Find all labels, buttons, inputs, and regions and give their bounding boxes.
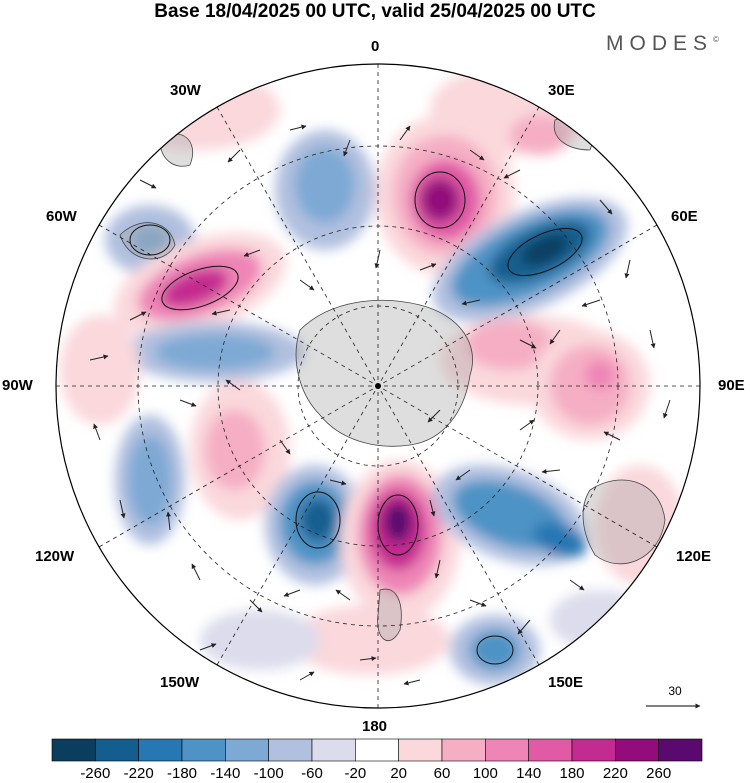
lon-label-150e: 150E bbox=[548, 674, 584, 691]
colorbar-tick-label: -100 bbox=[253, 765, 284, 782]
colorbar-swatch bbox=[311, 738, 356, 762]
lon-label-150w: 150W bbox=[160, 674, 200, 691]
colorbar bbox=[51, 738, 703, 762]
wind-vectors bbox=[89, 124, 671, 701]
lon-label-30e: 30E bbox=[548, 82, 575, 99]
colorbar-swatch bbox=[571, 738, 616, 762]
colorbar-swatch bbox=[658, 738, 703, 762]
colorbar-swatch bbox=[138, 738, 183, 762]
colorbar-swatch bbox=[268, 738, 313, 762]
lon-label-90w: 90W bbox=[2, 377, 33, 394]
map-title: Base 18/04/2025 00 UTC, valid 25/04/2025… bbox=[154, 1, 596, 22]
colorbar-tick-label: -180 bbox=[166, 765, 198, 782]
colorbar-tick-label: -220 bbox=[123, 765, 154, 782]
colorbar-tick-label: 220 bbox=[602, 765, 628, 782]
colorbar-tick-label: -140 bbox=[210, 765, 241, 782]
colorbar-tick-label: 260 bbox=[646, 765, 672, 782]
lon-label-180: 180 bbox=[362, 718, 388, 735]
colorbar-tick-label: 60 bbox=[433, 765, 451, 782]
lon-label-60w: 60W bbox=[46, 208, 77, 225]
colorbar-swatch bbox=[225, 738, 269, 762]
brand-logo: MODES© bbox=[606, 32, 719, 55]
colorbar-tick-label: 140 bbox=[516, 765, 542, 782]
colorbar-tick-label: -260 bbox=[80, 765, 111, 782]
colorbar-tick-label: 20 bbox=[390, 765, 407, 782]
lon-label-90e: 90E bbox=[718, 377, 745, 394]
lon-label-120w: 120W bbox=[35, 548, 75, 565]
reference-vector-label: 30 bbox=[668, 684, 682, 698]
colorbar-swatch bbox=[355, 738, 399, 762]
colorbar-swatch bbox=[528, 738, 573, 762]
land-outlines bbox=[119, 116, 666, 641]
lon-label-60e: 60E bbox=[671, 208, 698, 225]
colorbar-swatch bbox=[485, 738, 529, 762]
colorbar-tick-label: -20 bbox=[344, 765, 367, 782]
colorbar-swatch bbox=[51, 738, 96, 762]
colorbar-swatch bbox=[615, 738, 659, 762]
colorbar-swatch bbox=[398, 738, 443, 762]
lon-label-0: 0 bbox=[371, 38, 380, 55]
map-border bbox=[55, 63, 701, 709]
colorbar-swatch bbox=[181, 738, 226, 762]
colorbar-swatch bbox=[441, 738, 486, 762]
colorbar-tick-label: -60 bbox=[301, 765, 323, 782]
colorbar-tick-label: 100 bbox=[472, 765, 498, 782]
streamlines bbox=[129, 171, 583, 665]
lon-label-30w: 30W bbox=[170, 82, 201, 99]
pole-marker bbox=[375, 383, 381, 389]
colorbar-swatch bbox=[95, 738, 139, 762]
colorbar-tick-label: 180 bbox=[559, 765, 585, 782]
lon-label-120e: 120E bbox=[676, 548, 712, 565]
